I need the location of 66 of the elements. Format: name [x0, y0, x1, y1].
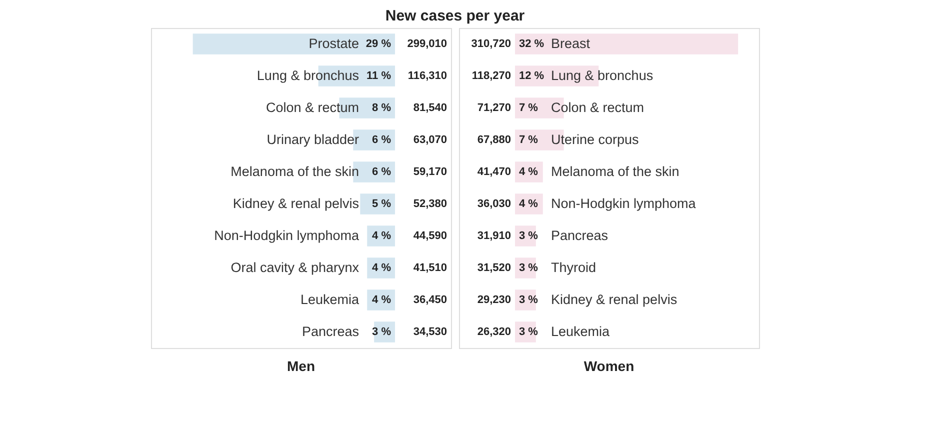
- text: 31,520: [477, 262, 511, 274]
- text: 116,310: [408, 70, 447, 82]
- text: 34,530: [413, 326, 447, 338]
- text: 63,070: [413, 134, 447, 146]
- category-label: Lung & bronchus: [551, 68, 654, 83]
- text: 41,470: [477, 166, 511, 178]
- text: 52,380: [413, 198, 447, 210]
- text: 71,270: [477, 102, 511, 114]
- data-label: 6 %: [372, 134, 392, 146]
- data-label: 32 %: [519, 38, 544, 50]
- text: 310,720: [471, 38, 511, 50]
- data-label: 7 %: [519, 134, 538, 146]
- data-label: 4 %: [372, 262, 392, 274]
- data-label: 3 %: [519, 230, 538, 242]
- data-label: 12 %: [519, 70, 544, 82]
- data-label: 3 %: [519, 262, 538, 274]
- text: 67,880: [477, 134, 511, 146]
- category-label: Prostate: [308, 36, 359, 51]
- category-label: Urinary bladder: [266, 132, 359, 147]
- text: 299,010: [407, 38, 447, 50]
- category-label: Kidney & renal pelvis: [232, 196, 359, 211]
- data-label: 8 %: [372, 102, 392, 114]
- data-label: 4 %: [519, 198, 538, 210]
- category-label: Uterine corpus: [551, 132, 639, 147]
- category-label: Breast: [551, 36, 590, 51]
- category-label: Melanoma of the skin: [551, 164, 680, 179]
- x-axis-title: Women: [584, 358, 634, 374]
- data-label: 3 %: [519, 326, 538, 338]
- data-label: 29 %: [366, 38, 392, 50]
- category-label: Thyroid: [551, 260, 596, 275]
- text: 59,170: [413, 166, 447, 178]
- x-axis-title: Men: [287, 358, 315, 374]
- text: 26,320: [477, 326, 511, 338]
- text: 31,910: [477, 230, 511, 242]
- category-label: Pancreas: [302, 324, 359, 339]
- data-label: 4 %: [519, 166, 538, 178]
- text: 44,590: [413, 230, 447, 242]
- text: 36,030: [477, 198, 511, 210]
- category-label: Lung & bronchus: [256, 68, 359, 83]
- category-label: Pancreas: [551, 228, 608, 243]
- text: 41,510: [413, 262, 447, 274]
- category-label: Melanoma of the skin: [230, 164, 359, 179]
- data-label: 4 %: [372, 294, 392, 306]
- text: New cases per year: [385, 8, 525, 24]
- bar: [360, 194, 395, 214]
- data-label: 6 %: [372, 166, 392, 178]
- category-label: Kidney & renal pelvis: [551, 292, 678, 307]
- text: 118,270: [472, 70, 511, 82]
- category-label: Colon & rectum: [266, 100, 359, 115]
- data-label: 5 %: [372, 198, 392, 210]
- category-label: Non-Hodgkin lymphoma: [551, 196, 696, 211]
- category-label: Oral cavity & pharynx: [230, 260, 359, 275]
- data-label: 7 %: [519, 102, 538, 114]
- data-label: 11 %: [366, 70, 392, 82]
- data-label: 3 %: [519, 294, 538, 306]
- category-label: Leukemia: [300, 292, 359, 307]
- text: 36,450: [413, 294, 447, 306]
- category-label: Non-Hodgkin lymphoma: [214, 228, 359, 243]
- data-label: 3 %: [372, 326, 392, 338]
- category-label: Colon & rectum: [551, 100, 644, 115]
- bar: [192, 34, 395, 54]
- data-label: 4 %: [372, 230, 392, 242]
- text: 81,540: [413, 102, 447, 114]
- text: 29,230: [477, 294, 511, 306]
- category-label: Leukemia: [551, 324, 610, 339]
- bar: [515, 34, 738, 54]
